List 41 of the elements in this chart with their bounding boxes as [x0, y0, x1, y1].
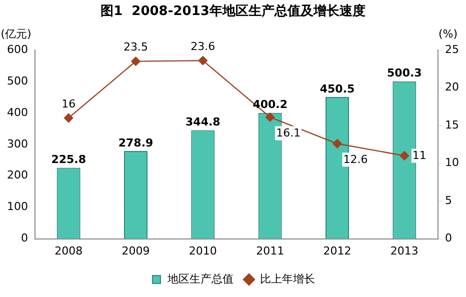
y-tick-label: 0	[20, 232, 28, 245]
data-label: 11	[412, 149, 426, 162]
x-tick-label: 2009	[122, 244, 150, 258]
y2-tick-label: 5	[445, 194, 452, 207]
data-label: 450.5	[320, 82, 355, 96]
y2-tick-label: 15	[445, 118, 460, 132]
y2-tick-label: 10	[445, 156, 460, 170]
y-tick-label: 500	[6, 74, 28, 88]
y-tick-label: 200	[6, 168, 28, 182]
x-tick-label: 2012	[323, 244, 352, 258]
point	[64, 113, 74, 123]
point	[400, 151, 410, 160]
data-label: 23.6	[190, 40, 216, 53]
y2-tick-label: 25	[445, 42, 460, 56]
data-label: 500.3	[387, 66, 422, 80]
y2-tick-label: 0	[445, 232, 452, 245]
point	[265, 112, 275, 122]
data-label: 278.9	[118, 136, 154, 150]
x-tick-label: 2013	[390, 244, 418, 258]
x-tick-label: 2008	[54, 244, 83, 258]
data-label: 16	[62, 97, 76, 110]
y-axis-title: (亿元)	[0, 27, 32, 40]
legend-label: 地区生产总值	[166, 272, 234, 286]
y2-axis-title: (%)	[438, 27, 458, 40]
data-label: 225.8	[51, 153, 86, 166]
y-tick-label: 100	[6, 200, 28, 214]
y-tick-label: 600	[6, 42, 28, 56]
y-tick-label: 400	[6, 106, 28, 119]
data-label: 23.5	[124, 40, 148, 54]
data-label: 16.1	[276, 126, 301, 140]
chart-title: 图1 2008-2013年地区生产总值及增长速度	[100, 2, 366, 19]
x-tick-label: 2010	[188, 244, 217, 258]
data-label: 344.8	[186, 116, 220, 129]
point	[332, 139, 342, 148]
y2-tick-label: 20	[445, 80, 460, 94]
data-label: 12.6	[343, 153, 368, 166]
legend-label: 比上年增长	[260, 272, 315, 286]
point	[131, 56, 140, 66]
point	[198, 56, 208, 66]
y-tick-label: 300	[6, 137, 28, 150]
x-tick-label: 2011	[256, 244, 284, 258]
